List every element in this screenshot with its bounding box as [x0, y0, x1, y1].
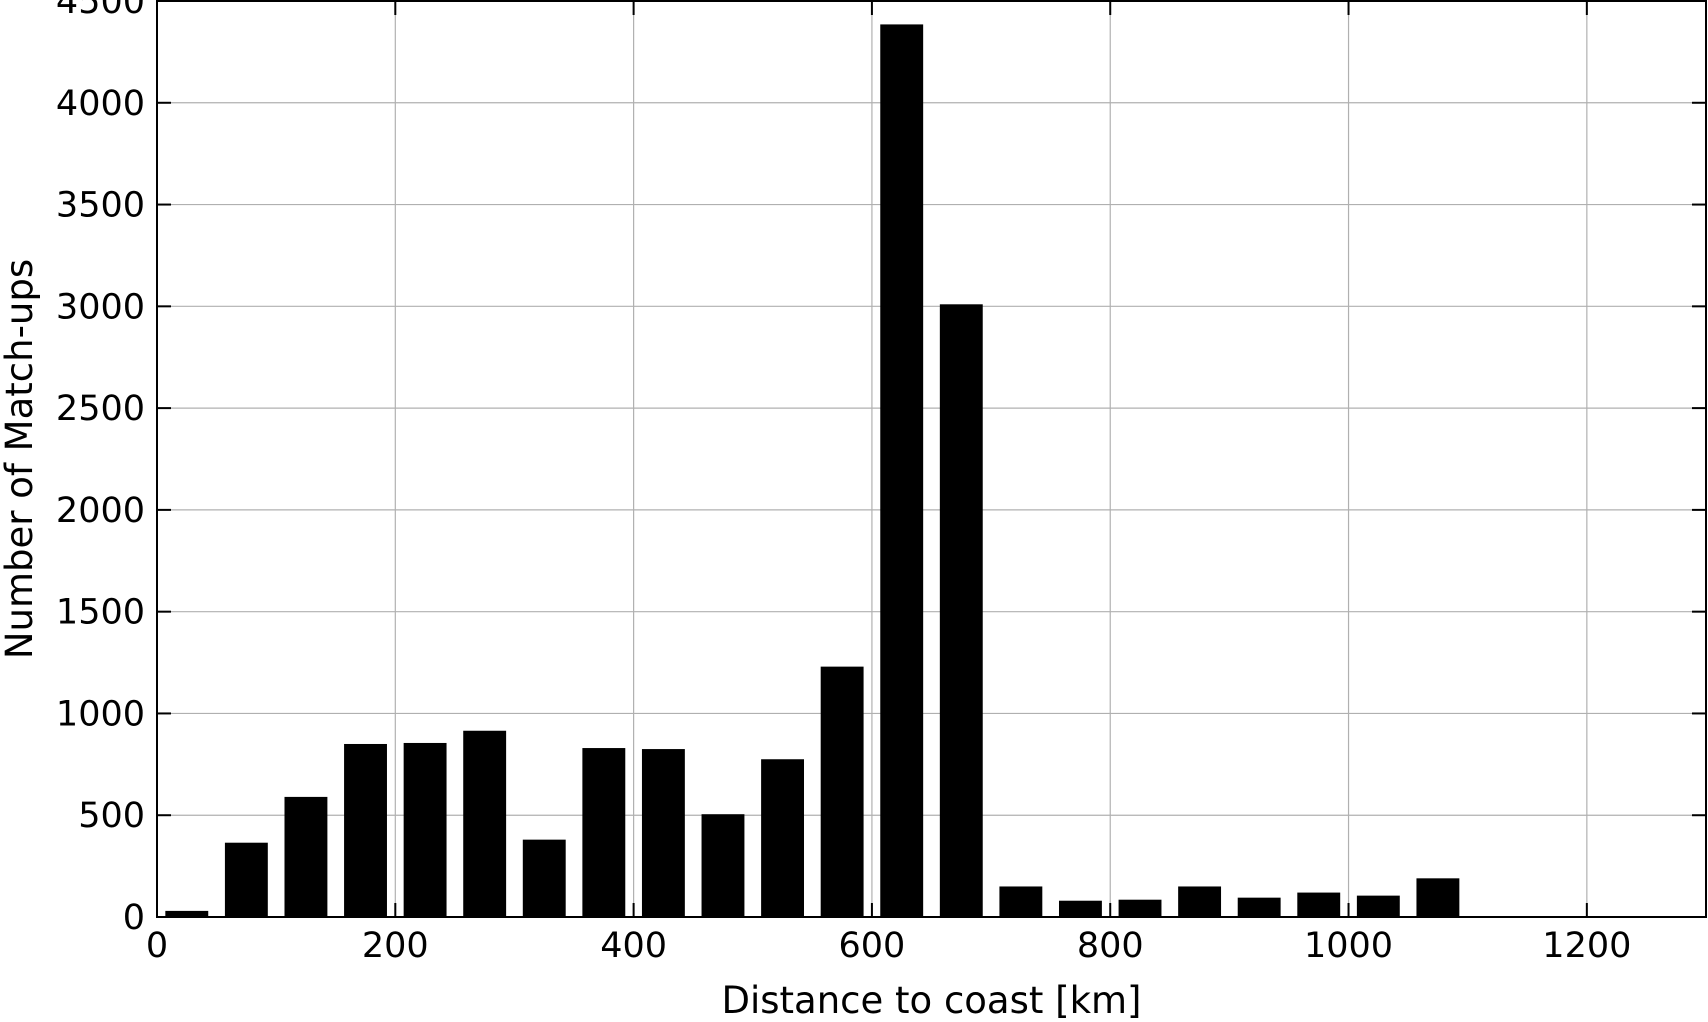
bars	[165, 24, 1460, 918]
axis-ticks	[156, 0, 1706, 918]
bar	[284, 796, 328, 917]
bar	[1058, 900, 1102, 917]
bar	[701, 814, 745, 917]
bar	[761, 759, 805, 917]
bar	[344, 743, 387, 917]
y-tick-label: 0	[123, 898, 145, 938]
bar	[1416, 878, 1460, 917]
bar	[880, 24, 924, 918]
bar	[641, 749, 685, 917]
bar	[1356, 895, 1400, 917]
y-tick-label: 1000	[56, 694, 145, 734]
x-tick-label: 0	[146, 926, 168, 966]
y-tick-label: 4500	[56, 0, 145, 22]
bar	[939, 304, 983, 917]
x-tick-label: 800	[1077, 926, 1144, 966]
bar	[582, 748, 626, 917]
bar	[224, 842, 268, 917]
y-tick-label: 4000	[56, 84, 145, 124]
x-tick-label: 400	[600, 926, 667, 966]
x-tick-label: 600	[839, 926, 906, 966]
bar	[403, 742, 447, 917]
x-axis-label: Distance to coast [km]	[722, 979, 1142, 1022]
x-tick-label: 1000	[1304, 926, 1393, 966]
y-tick-label: 1500	[56, 593, 145, 633]
bar	[463, 730, 507, 917]
bar	[1118, 899, 1162, 917]
y-tick-label: 500	[78, 796, 145, 836]
y-tick-label: 3000	[56, 287, 145, 327]
y-axis-label: Number of Match-ups	[0, 259, 41, 659]
y-tick-label: 2500	[56, 389, 145, 429]
grid-lines	[156, 0, 1706, 918]
bar	[522, 839, 566, 917]
y-tick-label: 2000	[56, 491, 145, 531]
bar	[1237, 897, 1281, 917]
y-tick-label: 3500	[56, 186, 145, 226]
y-tick-labels: 0 500 1000 1500 2000 2500 3000 3500 4000 4500	[56, 0, 145, 938]
x-tick-labels: 0 200 400 600 800 1000 1200	[146, 926, 1632, 966]
bar	[820, 666, 864, 917]
bar	[999, 886, 1043, 917]
x-tick-label: 1200	[1542, 926, 1631, 966]
bar	[165, 910, 209, 917]
x-tick-label: 200	[362, 926, 429, 966]
bar	[1297, 892, 1341, 917]
plot-frame	[156, 0, 1707, 918]
bar	[1178, 886, 1222, 917]
